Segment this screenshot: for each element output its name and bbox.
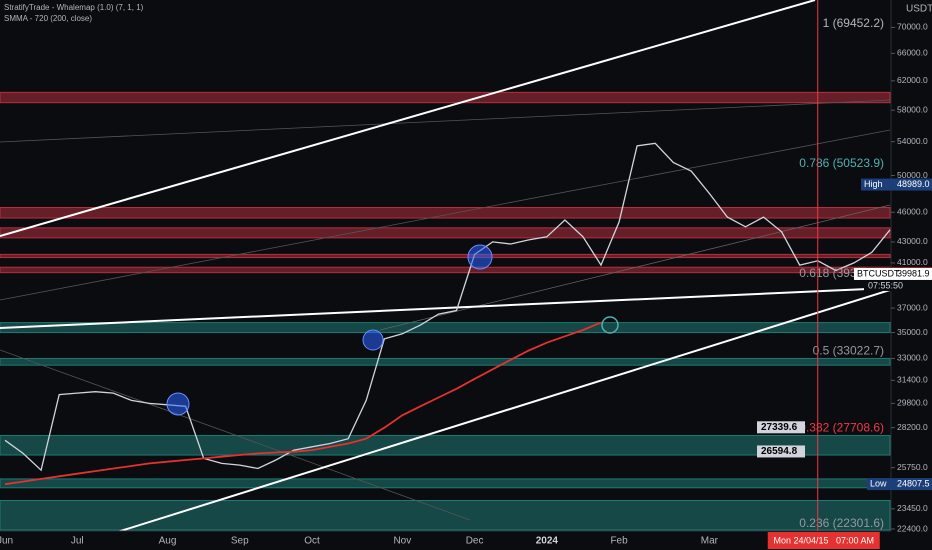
y-tick-label: 22400.0 [897,523,928,533]
whale-marker [601,316,619,334]
y-tick-label: 33000.0 [897,353,928,363]
whale-markers [166,244,619,416]
overlay: 1 (69452.2)0.786 (50523.9)0.618 (39356.0… [757,0,932,549]
zone [0,435,891,456]
indicator-label: SMMA - 720 (200, close) [4,14,92,23]
y-tick-label: 25750.0 [897,462,928,472]
price-tag-value: 39981.9 [897,268,930,278]
x-tick-label: Mar [701,536,719,547]
zone [0,478,891,489]
zone [0,357,891,366]
y-tick-label: 37000.0 [897,302,928,312]
x-tick-label: Jul [71,536,84,547]
fib-label: 0.382 (27708.6) [799,421,884,435]
price-tag-name: Low [870,478,887,488]
y-tick-label: 43000.0 [897,236,928,246]
price-tag-value: 48989.0 [897,179,930,189]
time-axis [0,531,932,550]
fib-label: 1 (69452.2) [823,16,884,30]
trend-line [59,289,891,550]
cursor-label: Mon 24/04/15 07:00 AM [773,535,874,545]
fib-label: 0.786 (50523.9) [799,156,884,170]
y-tick-label: 62000.0 [897,75,928,85]
countdown-box [864,279,932,291]
level-box-label: 27339.6 [761,422,798,433]
zone [0,322,891,334]
y-tick-label: 66000.0 [897,48,928,58]
zone [0,266,891,274]
level-box [757,445,805,458]
zone [0,499,891,531]
y-tick-label: 23450.0 [897,503,928,513]
y-tick-label: 35000.0 [897,327,928,337]
trend-line [0,129,891,301]
y-tick-label: 54000.0 [897,136,928,146]
price-line [4,321,602,486]
y-tick-label: 28200.0 [897,422,928,432]
price-tag [861,178,932,191]
y-tick-label: 70000.0 [897,22,928,32]
price-line [4,142,891,472]
whale-marker [166,392,190,416]
trend-line [0,349,471,521]
x-tick-label: Nov [393,536,411,547]
x-tick-label: Jun [0,536,13,547]
x-tick-label: 2024 [536,536,559,547]
x-tick-label: Sep [231,536,249,547]
y-tick-label: 46000.0 [897,207,928,217]
whale-marker [467,244,493,270]
x-tick-label: Aug [159,536,177,547]
x-tick-label: Oct [304,536,320,547]
level-box-label: 26594.8 [761,446,798,457]
cursor-box [767,532,880,549]
trend-line [0,99,891,143]
trend-line [0,287,891,329]
trend-line [379,204,891,331]
fib-label: 0.236 (22301.6) [799,516,884,530]
y-tick-label: 29800.0 [897,398,928,408]
indicator-label: StratifyTrade - Whalemap (1.0) (7, 1, 1) [4,3,144,12]
y-tick-label: 50000.0 [897,170,928,180]
whale-marker [362,329,384,351]
y-tick-label: 58000.0 [897,104,928,114]
plot [4,142,891,486]
zone [0,227,891,239]
trend-line [0,0,816,237]
currency: USDT [906,4,932,15]
price-tag [854,267,932,280]
price-tag [867,478,932,491]
countdown: 07:55:50 [868,280,903,290]
price-tag-name: High [864,179,883,189]
price-tag-value: 24807.5 [897,478,930,488]
zone [0,253,891,259]
zone [0,91,891,104]
x-tick-label: Feb [610,536,628,547]
zone [0,206,891,219]
x-tick-label: Dec [466,536,484,547]
y-tick-label: 41000.0 [897,257,928,267]
fib-label: 0.5 (33022.7) [813,343,884,357]
price-tag-name: BTCUSDT [857,268,900,278]
trend-lines [0,0,891,550]
y-tick-label: 31400.0 [897,375,928,385]
level-box [757,421,805,434]
